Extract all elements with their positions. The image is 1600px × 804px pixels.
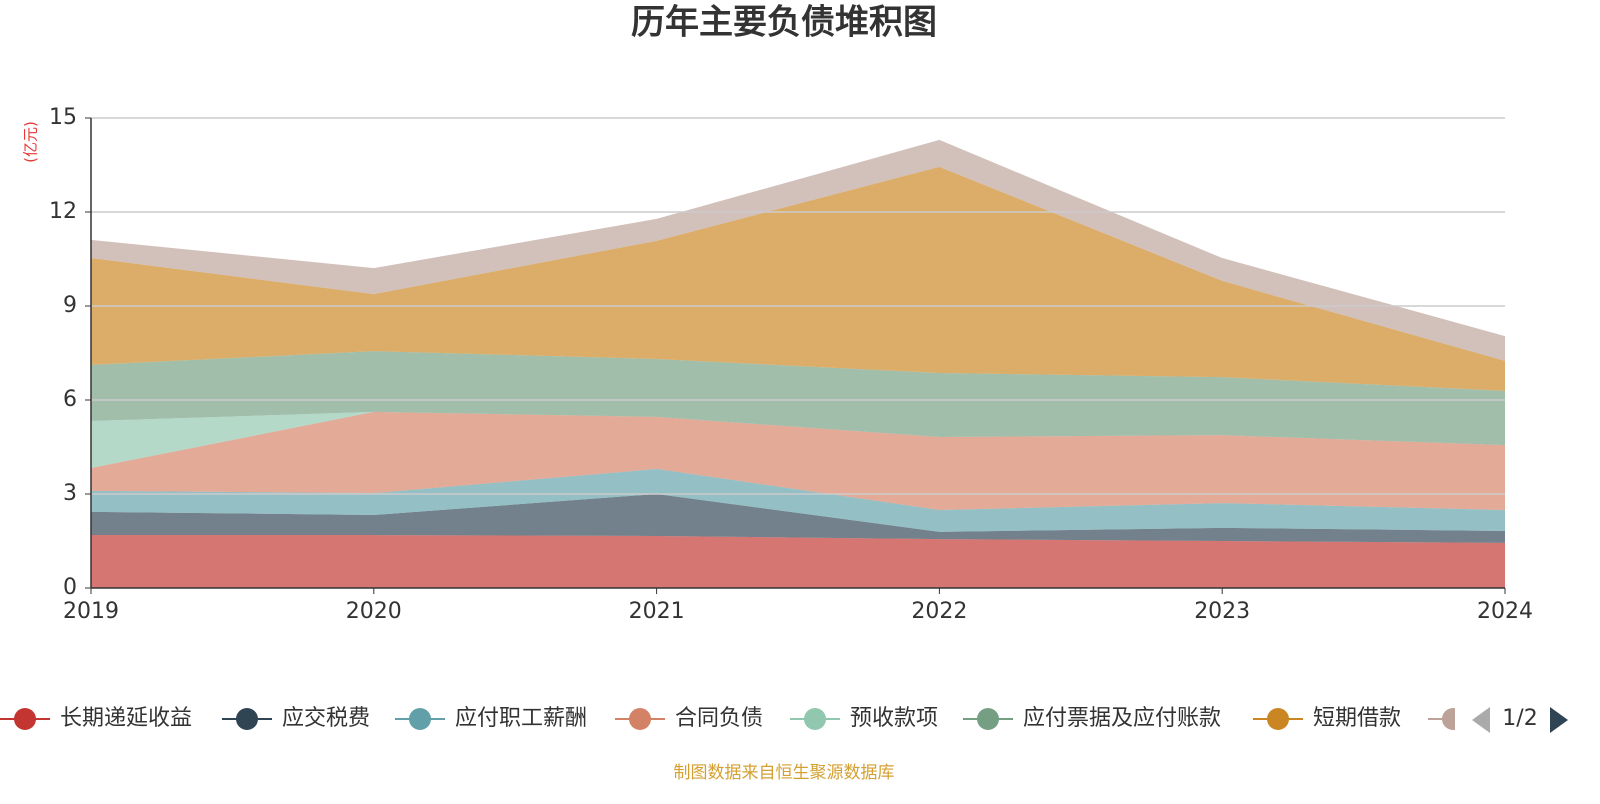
area [91,535,1505,588]
legend-page: 1/2 [1502,706,1537,731]
legend-icon [977,708,999,730]
area [91,494,1505,543]
legend-label: 长期递延收益 [60,706,192,731]
legend-icon [1267,708,1289,730]
legend-label: 应付票据及应付账款 [1023,706,1221,731]
legend-label: 合同负债 [675,706,763,731]
area [91,351,1505,446]
legend-label: 短期借款 [1313,706,1401,731]
legend-label: 预收款项 [850,706,938,731]
legend-icon [236,708,258,730]
legend-icon [629,708,651,730]
x-tick-label: 2019 [63,599,119,624]
y-tick-label: 9 [63,293,77,318]
y-tick-label: 3 [63,481,77,506]
x-tick-label: 2021 [629,599,685,624]
y-axis-unit: (亿元) [22,121,40,163]
area [91,139,1505,361]
chart-title: 历年主要负债堆积图 [631,3,937,43]
y-tick-label: 12 [49,199,77,224]
x-tick-label: 2020 [346,599,402,624]
x-tick-label: 2022 [911,599,967,624]
source-note: 制图数据来自恒生聚源数据库 [674,763,895,783]
legend-icon [804,708,826,730]
y-tick-label: 15 [49,105,77,130]
y-tick-label: 0 [63,575,77,600]
area [91,411,1505,510]
legend-icon [1442,708,1455,730]
y-tick-label: 6 [63,387,77,412]
legend-icon [409,708,431,730]
legend-next[interactable] [1550,707,1568,733]
x-tick-label: 2023 [1194,599,1250,624]
area [91,166,1505,391]
legend: 长期递延收益 应交税费 应付职工薪酬 合同负债 预收款项 应付票据及应付账款 短期借款 [0,706,1455,731]
legend-prev[interactable] [1472,707,1490,733]
area [91,468,1505,532]
legend-icon [14,708,36,730]
areas [91,139,1505,588]
area [91,411,1505,468]
x-tick-label: 2024 [1477,599,1533,624]
legend-label: 应交税费 [282,706,370,731]
legend-label: 应付职工薪酬 [455,706,587,731]
